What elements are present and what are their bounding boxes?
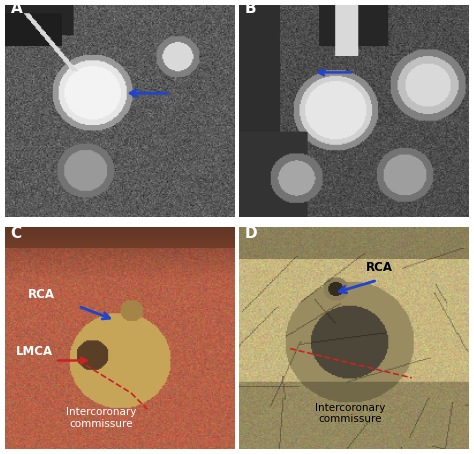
Text: D: D: [245, 226, 258, 241]
Text: Intercoronary
commissure: Intercoronary commissure: [66, 407, 137, 429]
Text: B: B: [245, 1, 257, 16]
Text: C: C: [10, 226, 22, 241]
Text: A: A: [10, 1, 22, 16]
Text: LMCA: LMCA: [16, 345, 54, 358]
Text: Intercoronary
commissure: Intercoronary commissure: [315, 403, 385, 424]
Text: RCA: RCA: [27, 287, 55, 301]
Text: RCA: RCA: [366, 262, 393, 275]
